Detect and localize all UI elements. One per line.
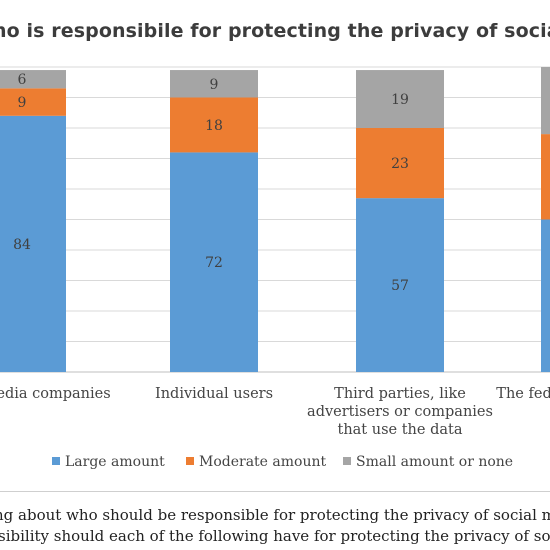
chart-legend: Large amount Moderate amount Small amoun… — [0, 454, 550, 474]
bar-small-amount-or-none-individual-users — [170, 70, 258, 98]
chart-title: Who is responsibile for protecting the p… — [0, 20, 550, 42]
data-label-large-amount-individual-users: 72 — [205, 255, 223, 271]
x-tick-label: Social media companies — [0, 386, 111, 402]
legend-item-moderate: Moderate amount — [186, 454, 326, 470]
legend-swatch-small — [343, 457, 351, 465]
x-tick-label: that use the data — [338, 422, 463, 438]
bar-moderate-amount-social-media-companies — [0, 88, 66, 116]
x-tick-label: The federal government — [496, 386, 550, 402]
legend-swatch-large — [52, 457, 60, 465]
bar-small-amount-or-none-social-media-companies — [0, 70, 66, 89]
data-label-small-amount-or-none-social-media-companies: 6 — [18, 72, 27, 88]
data-label-moderate-amount-social-media-companies: 9 — [18, 95, 27, 111]
bar-small-amount-or-none-third-parties-like-advertisers-or-companies-that-use-the-data — [356, 70, 444, 128]
legend-item-large: Large amount — [52, 454, 165, 470]
x-tick-label: Third parties, like — [334, 386, 466, 402]
footnote-line-1: Thinking about who should be responsible… — [0, 506, 550, 524]
legend-label-large: Large amount — [65, 454, 165, 470]
bar-large-amount-the-federal-government — [541, 219, 550, 372]
data-label-small-amount-or-none-third-parties-like-advertisers-or-companies-that-use-the-data: 19 — [391, 92, 409, 108]
legend-swatch-moderate — [186, 457, 194, 465]
x-tick-label: advertisers or companies — [307, 404, 493, 420]
bar-large-amount-individual-users — [170, 152, 258, 372]
legend-label-small: Small amount or none — [356, 454, 514, 470]
data-label-moderate-amount-individual-users: 18 — [205, 118, 223, 134]
data-label-large-amount-social-media-companies: 84 — [13, 237, 31, 253]
x-tick-label: Individual users — [155, 386, 273, 402]
bar-moderate-amount-third-parties-like-advertisers-or-companies-that-use-the-data — [356, 128, 444, 199]
data-label-small-amount-or-none-individual-users: 9 — [210, 77, 219, 93]
data-label-moderate-amount-third-parties-like-advertisers-or-companies-that-use-the-data: 23 — [391, 156, 409, 172]
bar-moderate-amount-the-federal-government — [541, 134, 550, 220]
bar-large-amount-social-media-companies — [0, 115, 66, 373]
bar-small-amount-or-none-the-federal-government — [541, 67, 550, 135]
legend-item-small: Small amount or none — [343, 454, 513, 470]
divider-line — [0, 491, 550, 492]
bar-large-amount-third-parties-like-advertisers-or-companies-that-use-the-data — [356, 198, 444, 372]
footnote-line-2: responsibility should each of the follow… — [0, 527, 550, 545]
legend-label-moderate: Moderate amount — [199, 454, 327, 470]
bar-moderate-amount-individual-users — [170, 97, 258, 153]
data-label-large-amount-third-parties-like-advertisers-or-companies-that-use-the-data: 57 — [391, 278, 409, 294]
